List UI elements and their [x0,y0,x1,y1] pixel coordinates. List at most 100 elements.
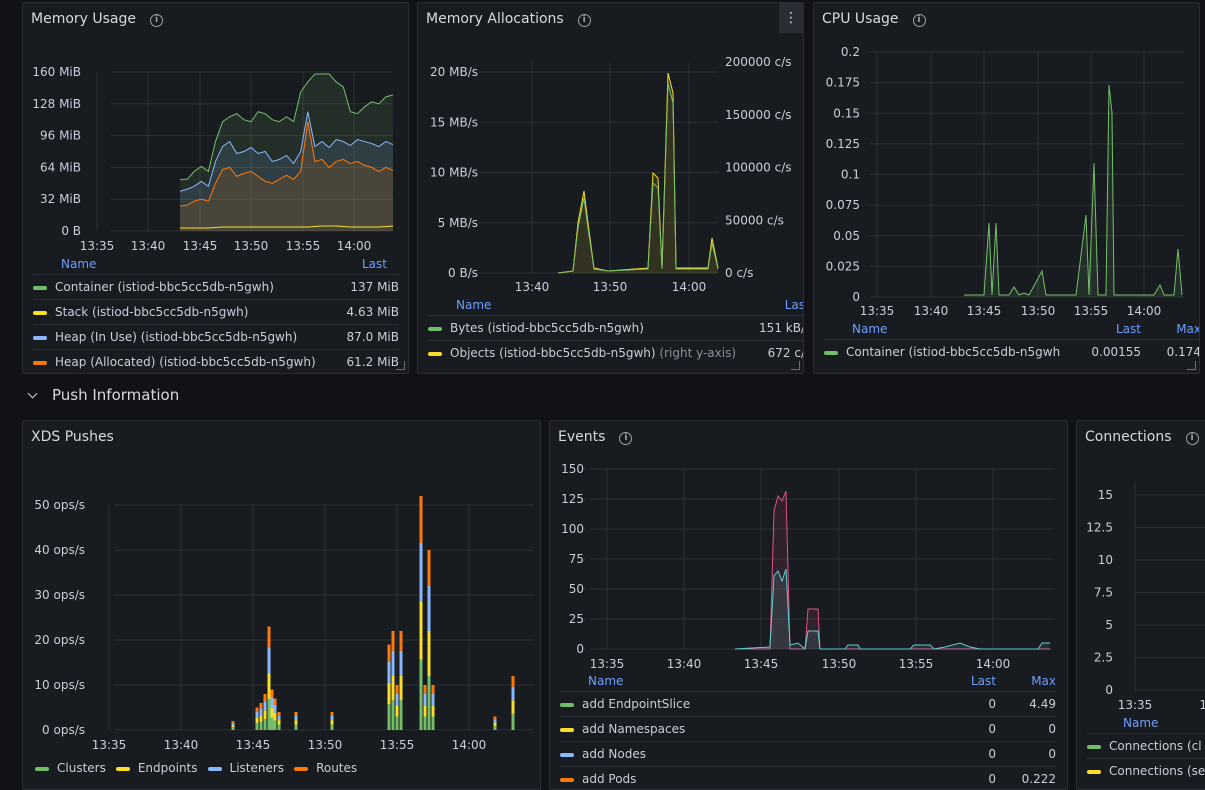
xds-bar-segment [493,716,497,720]
info-icon[interactable]: i [1185,432,1199,445]
xds-bar-segment [431,716,435,730]
cpu-y-tick-label: 0.025 [826,259,860,273]
legend-max-value: 0 [1048,722,1056,736]
ma-x-tick-label: 13:50 [593,280,628,294]
xds-bar-segment [391,700,395,730]
legend-series-name: Objects (istiod-bbc5cc5db-n5gwh) (right … [428,341,755,365]
ma-left-y-tick-label: 10 MB/s [430,166,478,180]
xds-bar-segment [273,712,277,721]
ma-right-y-tick-label: 150000 c/s [725,108,792,122]
xds-x-tick-label: 13:45 [236,738,271,752]
legend-row[interactable]: Connections (se [1087,758,1205,783]
xds-bar-segment [267,647,271,674]
legend-swatch [33,310,47,315]
xds-bar-segment [259,721,263,730]
legend-row[interactable]: Bytes (istiod-bbc5cc5db-n5gwh) 151 kB/ [428,315,803,340]
xds-bar-segment [511,686,515,701]
xds-x-tick-label: 13:35 [92,738,127,752]
resize-handle[interactable] [791,361,800,370]
info-icon[interactable]: i [577,14,591,27]
legend-row[interactable]: Objects (istiod-bbc5cc5db-n5gwh) (right … [428,340,804,365]
legend-swatch [33,285,47,290]
xds-bar-segment [399,650,403,676]
legend-swatch [115,766,130,771]
legend-series-name: Heap (Allocated) (istiod-bbc5cc5db-n5gwh… [33,350,319,373]
xds-bar-segment [231,722,235,726]
legend-last-value: 0 [988,747,996,761]
events-panel: Events i 150 125 100 75 50 25 0 13:35 13:40 13:45 1… [549,420,1068,790]
memory-usage-chart: 160 MiB 128 MiB 96 MiB 64 MiB 32 MiB 0 B13:35… [32,65,394,253]
ev-x-tick-label: 14:00 [976,657,1011,671]
legend-item[interactable]: Clusters [35,761,106,775]
connections-chart: 15 12.5 10 7.5 5 2.5 0 13:35 13 [1086,481,1205,712]
legend-item[interactable]: Listeners [207,761,284,775]
xds-bar-segment [231,727,235,730]
xds-bar-segment [330,720,334,725]
xds-bar-segment [330,712,334,716]
cpu-x-tick-label: 13:40 [914,304,949,318]
ma-series-objects [557,72,719,274]
xds-y-tick-label: 0 ops/s [42,723,85,737]
mu-y-tick-label: 160 MiB [32,65,81,79]
chevron-down-icon[interactable] [27,388,38,399]
legend-series-name: Heap (In Use) (istiod-bbc5cc5db-n5gwh) [33,325,319,349]
row-title-push-information[interactable]: Push Information [52,386,180,404]
resize-handle[interactable] [396,361,405,370]
legend-row[interactable]: add EndpointSlice 0 4.49 [560,691,1056,716]
legend-row[interactable]: Container (istiod-bbc5cc5db-n5gwh) 0.0015… [824,339,1200,364]
legend-last-value: 672 c/ [767,346,804,360]
ma-right-y-tick-label: 200000 c/s [725,55,792,69]
resize-handle[interactable] [1187,361,1196,370]
mu-x-tick-label: 13:50 [234,239,269,253]
info-icon[interactable]: i [619,432,633,445]
cpu-usage-chart: 0.2 0.175 0.15 0.125 0.1 0.075 0.05 0.025 013:35… [826,45,1184,318]
xds-bar-segment [259,703,263,709]
legend-item[interactable]: Endpoints [115,761,198,775]
cpu-x-tick-label: 13:35 [860,304,895,318]
info-icon[interactable]: i [150,14,164,27]
legend-row[interactable]: add Namespaces 0 0 [560,716,1056,741]
xds-bar-segment [270,717,274,730]
mu-series-container-fill [180,73,393,231]
legend-row[interactable]: Container (istiod-bbc5cc5db-n5gwh) 137 Mi… [33,274,399,299]
xds-bar-segment [263,719,267,730]
legend-swatch [560,777,574,782]
mu-series-heap-inuse [179,111,394,192]
legend-max-value: 4.49 [1029,697,1056,711]
legend-series-name: add Nodes [560,742,936,766]
xds-bar-segment [277,712,281,716]
legend-row[interactable]: add Pods 0 0.222 [560,766,1056,789]
xds-bar-segment [493,719,497,723]
legend-item[interactable]: Routes [294,761,357,775]
mu-y-tick-label: 0 B [61,224,81,238]
legend-swatch [33,335,47,340]
legend-row[interactable]: Heap (In Use) (istiod-bbc5cc5db-n5gwh) 87… [33,324,399,349]
xds-bar-segment [259,708,263,716]
info-icon[interactable]: i [912,14,926,27]
xds-bar-segment [273,720,277,730]
legend-row[interactable]: add Nodes 0 0 [560,741,1056,766]
panel-title: Memory Allocations i [426,11,591,27]
xds-bar-segment [423,685,427,694]
xds-bar-segment [427,550,431,586]
xds-bar-segment [267,673,271,699]
ev-x-tick-label: 13:45 [744,657,779,671]
legend-row[interactable]: Heap (Allocated) (istiod-bbc5cc5db-n5gwh… [33,349,399,373]
legend-series-name: add EndpointSlice [560,692,936,716]
mu-series-container [180,73,394,180]
cpu-series-container-fill [964,85,1182,297]
legend-max-value: 0.174 [1166,345,1200,359]
mu-series-heap-alloc-fill [180,121,393,231]
xds-bar-segment [423,694,427,706]
xds-x-tick-label: 13:40 [164,738,199,752]
legend-swatch [824,350,838,355]
panel-menu-kebab-icon[interactable]: ⋮ [779,3,803,33]
legend-swatch [1087,769,1101,774]
ma-left-y-tick-label: 15 MB/s [430,115,478,129]
legend-row[interactable]: Connections (cl [1087,733,1205,758]
cpu-y-tick-label: 0.175 [826,76,860,90]
xds-bar-segment [255,723,259,730]
legend-row[interactable]: Stack (istiod-bbc5cc5db-n5gwh) 4.63 MiB [33,299,399,324]
legend-swatch [560,702,574,707]
mu-series-heap-alloc [179,121,394,207]
